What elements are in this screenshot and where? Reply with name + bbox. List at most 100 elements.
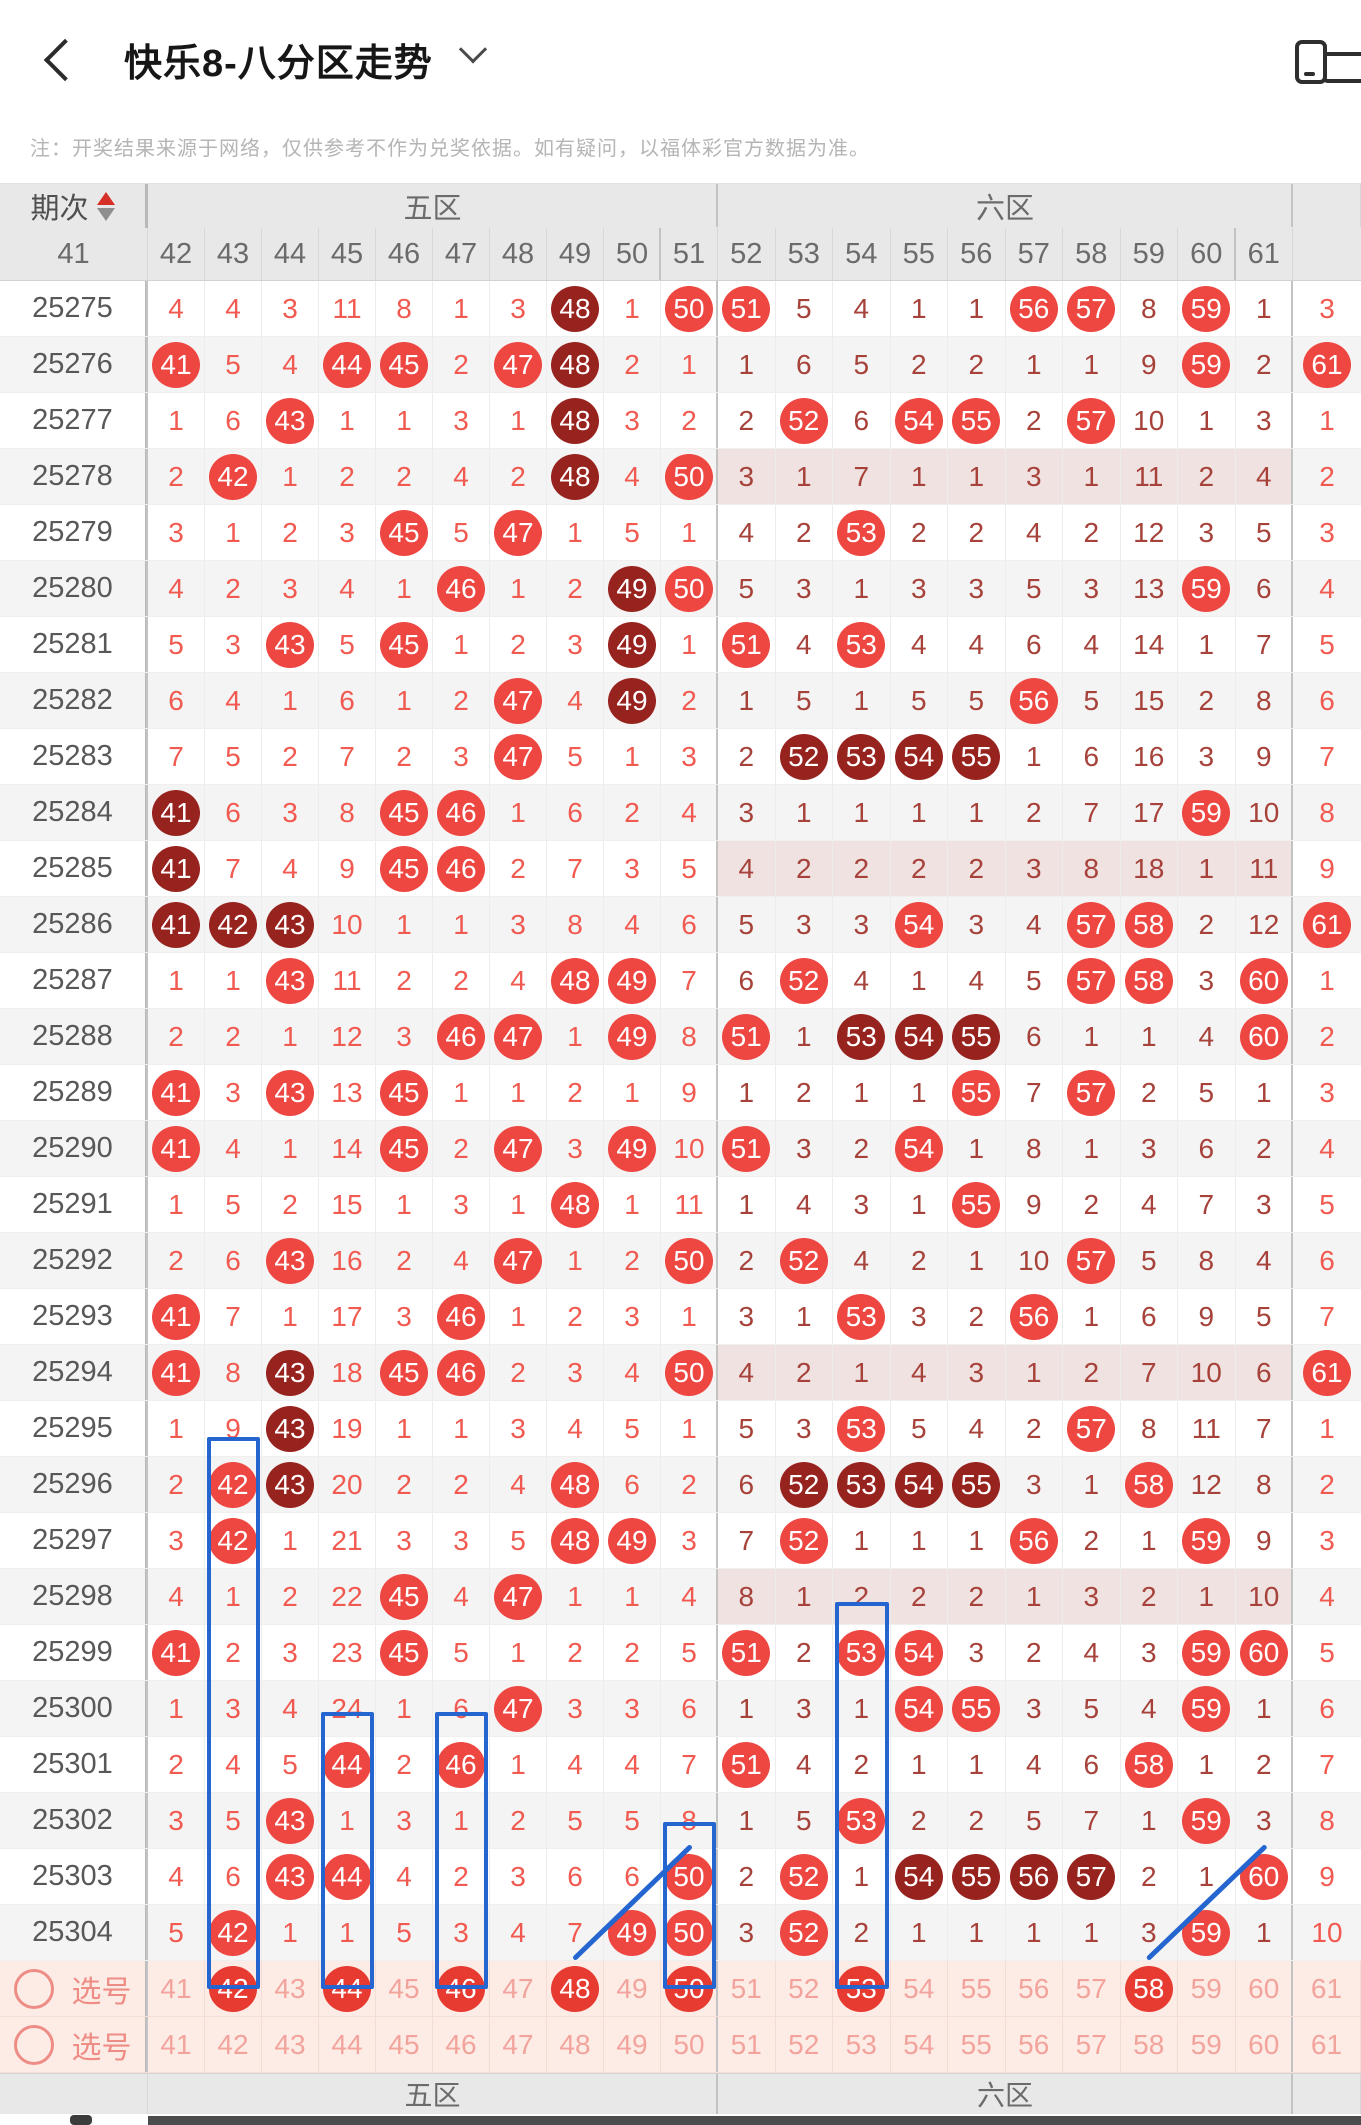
- multi-screen-icon[interactable]: [1295, 40, 1361, 84]
- number-cell: 17: [319, 1289, 376, 1344]
- number-cell[interactable]: 59: [1178, 2017, 1236, 2072]
- miss-count: 10: [1133, 404, 1165, 436]
- number-cell[interactable]: 46: [433, 1961, 490, 2016]
- number-cell[interactable]: 57: [1063, 2017, 1121, 2072]
- number-cell[interactable]: 43: [262, 1961, 319, 2016]
- number-cell[interactable]: 53: [833, 1961, 891, 2016]
- table-row: 25298 4 1 2 22 45 4 47 1 1 4 8 1 2 2 2 1 3 2 1 10 4: [0, 1569, 1361, 1625]
- miss-count: 2: [168, 1020, 184, 1052]
- miss-count: 10: [1018, 1244, 1050, 1276]
- miss-count: 3: [510, 292, 526, 324]
- number-cell: 2: [146, 1009, 205, 1064]
- number-cell: 23: [319, 1625, 376, 1680]
- hit-circle[interactable]: 48: [551, 1965, 599, 2012]
- number-cell[interactable]: 60: [1236, 2017, 1293, 2072]
- period-sort-header[interactable]: 期次: [0, 184, 148, 228]
- number-cell: 51: [716, 617, 776, 672]
- number-cell: 3: [833, 1177, 891, 1232]
- number-cell: 4: [890, 1345, 948, 1400]
- number-cell: 1: [1236, 1065, 1293, 1120]
- period-cell: 25278: [0, 449, 148, 504]
- hit-circle-dark: 55: [952, 1013, 1001, 1060]
- number-cell[interactable]: 44: [319, 1961, 376, 2016]
- miss-count: 3: [681, 740, 697, 772]
- number-cell: 52: [776, 953, 833, 1008]
- miss-count: 50: [673, 2028, 705, 2060]
- number-cell[interactable]: 45: [376, 1961, 433, 2016]
- table-row: 25288 2 2 1 12 3 46 47 1 49 8 51 1 53 54 55 6 1 1 4 60 2: [0, 1009, 1361, 1065]
- radio-circle-icon[interactable]: [13, 2024, 54, 2065]
- hit-circle[interactable]: 50: [665, 1965, 713, 2012]
- number-cell: 1: [146, 393, 205, 448]
- sort-icons[interactable]: [96, 191, 115, 221]
- number-cell[interactable]: 61: [1291, 2017, 1361, 2072]
- sort-desc-icon[interactable]: [96, 207, 115, 221]
- page-title[interactable]: 快乐8-八分区走势: [124, 42, 433, 85]
- sort-asc-icon[interactable]: [96, 191, 115, 205]
- number-cell[interactable]: 56: [1006, 2017, 1063, 2072]
- number-cell[interactable]: 56: [1006, 1961, 1063, 2016]
- pick-label[interactable]: 选号: [0, 2017, 148, 2072]
- number-cell: 3: [205, 617, 262, 672]
- hit-circle[interactable]: 58: [1124, 1965, 1173, 2012]
- number-cell[interactable]: 44: [319, 2017, 376, 2072]
- number-cell[interactable]: 50: [661, 2017, 718, 2072]
- number-cell[interactable]: 46: [433, 2017, 490, 2072]
- number-cell: 48: [547, 393, 604, 448]
- number-cell[interactable]: 55: [948, 1961, 1006, 2016]
- chevron-down-icon[interactable]: [458, 35, 487, 64]
- number-cell[interactable]: 48: [547, 2017, 604, 2072]
- number-cell[interactable]: 53: [833, 2017, 891, 2072]
- number-cell[interactable]: 52: [776, 1961, 833, 2016]
- back-icon[interactable]: [43, 38, 87, 82]
- number-cell: 8: [376, 281, 433, 336]
- number-cell[interactable]: 47: [490, 1961, 547, 2016]
- hit-circle[interactable]: 53: [837, 1965, 886, 2012]
- number-cell[interactable]: 52: [776, 2017, 833, 2072]
- number-cell[interactable]: 51: [716, 2017, 776, 2072]
- number-cell: 12: [319, 1009, 376, 1064]
- number-cell: 56: [1006, 1513, 1063, 1568]
- number-cell[interactable]: 55: [948, 2017, 1006, 2072]
- number-cell: 4: [1006, 505, 1063, 560]
- hit-circle[interactable]: 44: [323, 1965, 371, 2012]
- number-cell[interactable]: 48: [547, 1961, 604, 2016]
- number-cell[interactable]: 49: [604, 1961, 661, 2016]
- number-cell[interactable]: 58: [1121, 1961, 1178, 2016]
- miss-count: 6: [624, 1468, 640, 1500]
- miss-count: 7: [1198, 1188, 1215, 1220]
- number-cell: 10: [319, 897, 376, 952]
- miss-count: 7: [738, 1524, 755, 1556]
- radio-circle-icon[interactable]: [13, 1968, 54, 2009]
- column-header-43: 43: [205, 228, 262, 280]
- miss-count: 3: [795, 572, 812, 604]
- miss-count: 1: [968, 460, 985, 492]
- number-cell[interactable]: 49: [604, 2017, 661, 2072]
- hit-circle[interactable]: 42: [209, 1965, 257, 2012]
- number-cell[interactable]: 42: [205, 2017, 262, 2072]
- number-cell: 50: [661, 281, 718, 336]
- number-cell[interactable]: 41: [146, 2017, 205, 2072]
- number-cell[interactable]: 54: [891, 2017, 948, 2072]
- hit-circle[interactable]: 46: [437, 1965, 485, 2012]
- number-cell[interactable]: 51: [716, 1961, 776, 2016]
- number-cell[interactable]: 58: [1121, 2017, 1178, 2072]
- number-cell[interactable]: 41: [146, 1961, 205, 2016]
- number-cell[interactable]: 50: [661, 1961, 718, 2016]
- hit-circle: 42: [209, 1517, 257, 1564]
- pick-label[interactable]: 选号: [0, 1961, 148, 2016]
- number-cell[interactable]: 61: [1291, 1961, 1361, 2016]
- number-cell: 10: [1121, 393, 1178, 448]
- hit-circle: 48: [551, 1461, 599, 1508]
- number-cell[interactable]: 45: [376, 2017, 433, 2072]
- number-cell[interactable]: 43: [262, 2017, 319, 2072]
- number-cell[interactable]: 47: [490, 2017, 547, 2072]
- number-cell[interactable]: 57: [1063, 1961, 1121, 2016]
- number-cell[interactable]: 59: [1178, 1961, 1236, 2016]
- number-cell[interactable]: 42: [205, 1961, 262, 2016]
- miss-count: 6: [339, 684, 355, 716]
- number-cell[interactable]: 54: [891, 1961, 948, 2016]
- number-cell: 47: [490, 729, 547, 784]
- miss-count: 3: [738, 1916, 755, 1948]
- number-cell[interactable]: 60: [1236, 1961, 1293, 2016]
